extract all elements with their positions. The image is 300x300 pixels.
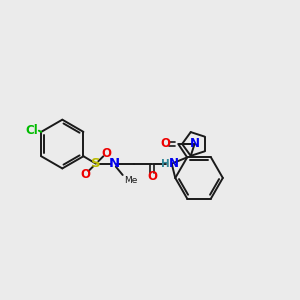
- Text: O: O: [80, 168, 91, 181]
- Text: S: S: [91, 157, 101, 170]
- Text: Me: Me: [124, 176, 137, 185]
- Text: N: N: [169, 157, 179, 170]
- Text: O: O: [161, 137, 171, 151]
- Text: N: N: [109, 157, 120, 170]
- Text: H: H: [160, 159, 169, 169]
- Text: N: N: [190, 137, 200, 151]
- Text: O: O: [147, 170, 157, 183]
- Text: O: O: [101, 147, 111, 160]
- Text: Cl: Cl: [25, 124, 38, 137]
